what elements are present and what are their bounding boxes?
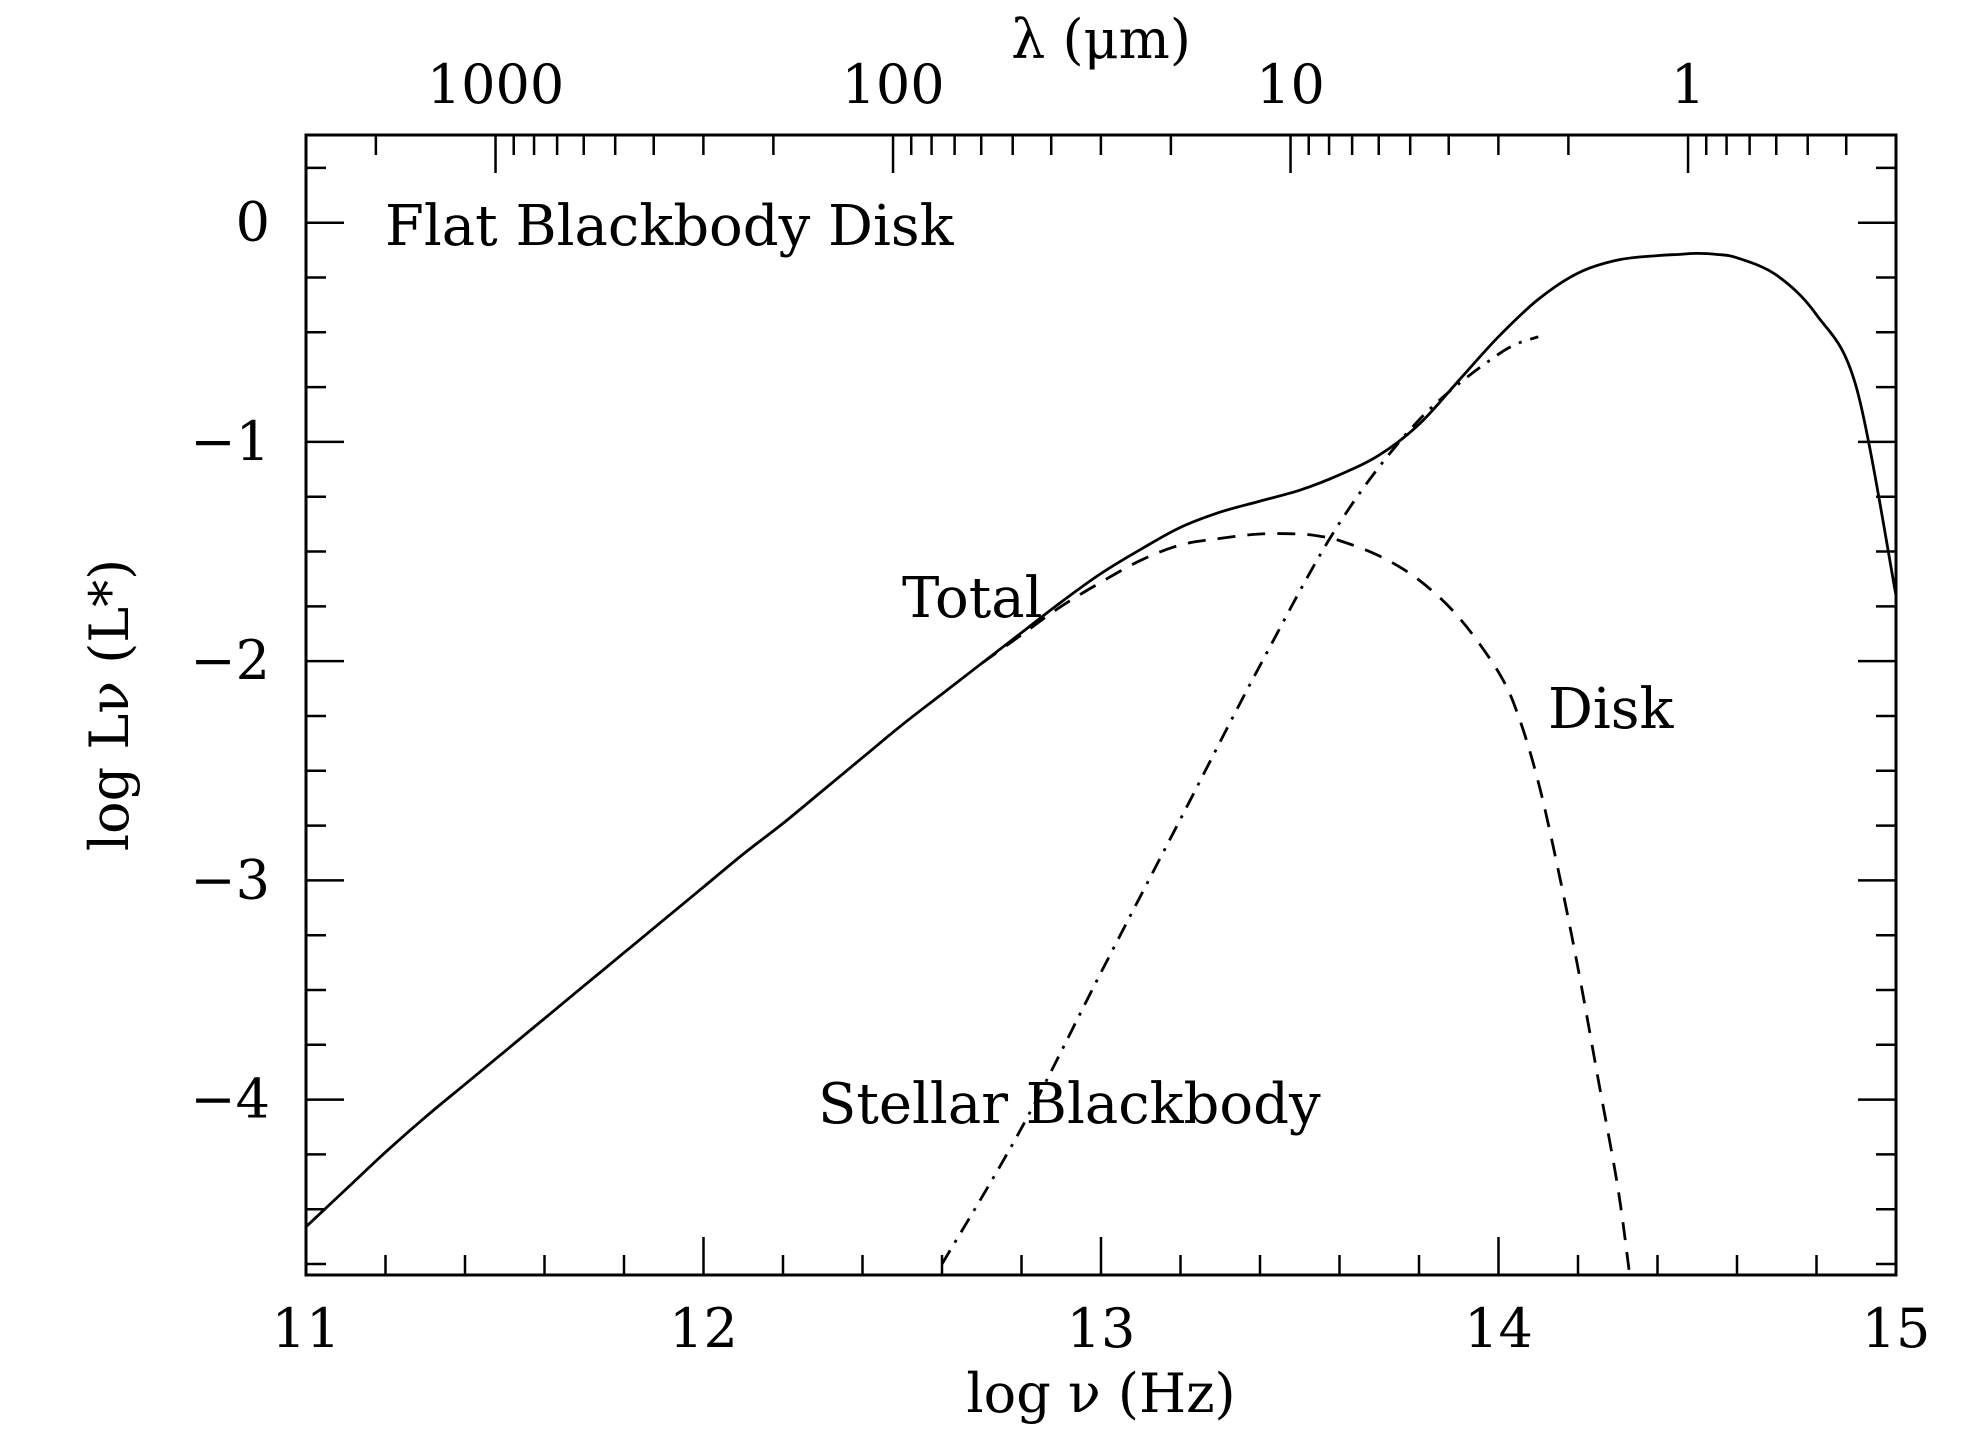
y-axis-title: log Lν (L*) [78, 559, 141, 851]
x-tick-label: 11 [272, 1297, 341, 1360]
annotation-stellar-blackbody: Stellar Blackbody [818, 1072, 1321, 1137]
series-lines [305, 251, 1898, 1276]
x-tick-label: 13 [1067, 1297, 1136, 1360]
y-tick-label: 0 [236, 191, 270, 254]
x-tick-label: 12 [669, 1297, 738, 1360]
y-tick-label: −3 [190, 848, 270, 911]
series-stellar-blackbody [940, 335, 1539, 1265]
x-tick-label: 15 [1862, 1297, 1931, 1360]
annotation-disk: Disk [1548, 677, 1675, 742]
x-axis-title: log ν (Hz) [966, 1362, 1235, 1425]
series-disk [980, 532, 1632, 1276]
top-tick-label: 1 [1671, 53, 1705, 116]
axis-ticks [304, 135, 1898, 1275]
y-tick-label: −2 [190, 629, 270, 692]
top-tick-label: 10 [1256, 53, 1325, 116]
top-tick-label: 100 [842, 53, 945, 116]
top-axis-title: λ (μm) [1011, 8, 1191, 71]
x-tick-label: 14 [1464, 1297, 1533, 1360]
annotation-total: Total [902, 566, 1043, 631]
y-tick-label: −4 [190, 1068, 270, 1131]
y-tick-label: −1 [190, 410, 270, 473]
annotation-flat-blackbody-disk: Flat Blackbody Disk [385, 194, 955, 259]
top-tick-label: 1000 [427, 53, 564, 116]
series-total [305, 251, 1898, 1228]
